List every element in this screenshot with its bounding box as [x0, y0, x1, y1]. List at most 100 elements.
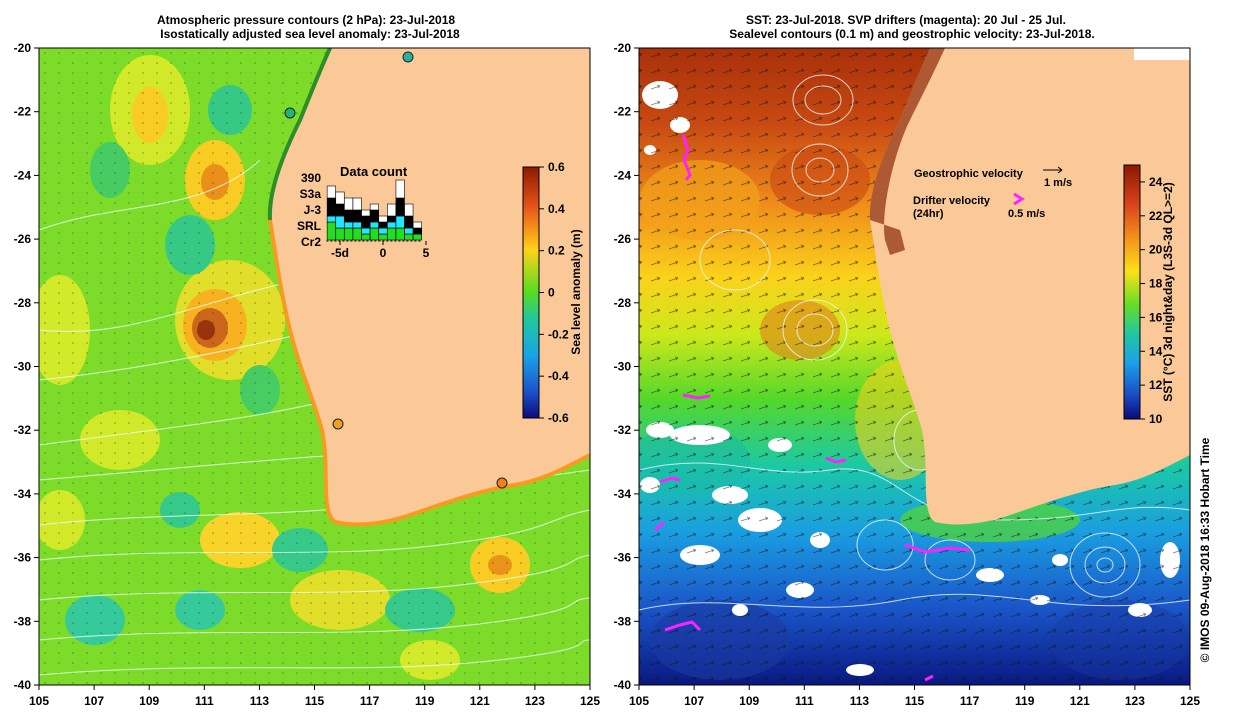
- drifter-scale-label: 0.5 m/s: [1008, 208, 1045, 220]
- x-tick-label: 119: [1015, 694, 1035, 708]
- inset-bar-s3a: [352, 197, 362, 211]
- y-tick-label: -28: [14, 296, 32, 310]
- x-tick-label: 115: [305, 694, 325, 708]
- left-title-line2: Isostatically adjusted sea level anomaly…: [160, 27, 460, 41]
- y-tick-label: -38: [14, 614, 32, 628]
- right-panel: SST: 23-Jul-2018. SVP drifters (magenta)…: [614, 13, 1201, 708]
- inset-bar-s3a: [378, 215, 388, 223]
- inset-bar-j3: [378, 221, 388, 229]
- inset-bar-s3a: [395, 179, 405, 199]
- inset-bar-cr2: [387, 227, 397, 241]
- inset-bar-srl: [326, 215, 336, 223]
- x-tick-label: 117: [960, 694, 980, 708]
- geo-velocity-label: Geostrophic velocity: [914, 168, 1024, 180]
- colorbar-tick-label: -0.6: [548, 411, 569, 425]
- x-tick-label: 111: [795, 694, 814, 708]
- y-tick-label: -32: [614, 423, 632, 437]
- left-y-ticks: -20 -22 -24 -26 -28 -30 -32 -34 -36 -38 -40: [14, 41, 39, 692]
- y-tick-label: -34: [614, 487, 632, 501]
- credit-text: © IMOS 09-Aug-2018 16:33 Hobart Time: [1198, 437, 1212, 662]
- geo-scale-arrow: [1043, 166, 1063, 174]
- inset-title: Data count: [340, 164, 408, 179]
- colorbar-tick-label: 0.6: [548, 160, 565, 174]
- inset-bar-j3: [369, 209, 379, 223]
- inset-bar-cr2: [326, 221, 336, 241]
- drifter-velocity-label: Drifter velocity: [913, 195, 991, 207]
- inset-legend-entry: SRL: [297, 219, 321, 233]
- sla-map: [39, 48, 590, 685]
- y-tick-label: -36: [14, 551, 32, 565]
- inset-legend-entry: Cr2: [301, 235, 321, 249]
- inset-bar-s3a: [326, 185, 336, 199]
- sst-colorbar: [1123, 164, 1141, 420]
- x-tick-label: 121: [1070, 694, 1090, 708]
- sst-land: [869, 48, 1190, 525]
- y-tick-label: -26: [614, 232, 632, 246]
- colorbar-tick-label: 16: [1149, 310, 1163, 324]
- sla-colorbar: [522, 166, 540, 419]
- sla-colorbar-ticks: 0.6 0.4 0.2 0 -0.2 -0.4 -0.6: [539, 160, 569, 425]
- y-tick-label: -30: [14, 360, 32, 374]
- colorbar-tick-label: 20: [1149, 243, 1163, 257]
- inset-bars: [326, 179, 423, 242]
- x-tick-label: 107: [684, 694, 704, 708]
- sla-colorbar-label: Sea level anomaly (m): [569, 229, 583, 354]
- x-tick-label: 123: [525, 694, 545, 708]
- inset-bar-srl: [369, 221, 379, 229]
- inset-bar-s3a: [369, 203, 379, 211]
- right-y-ticks: -20 -22 -24 -26 -28 -30 -32 -34 -36 -38 -40: [614, 41, 639, 692]
- inset-bar-s3a: [344, 197, 354, 211]
- y-tick-label: -32: [14, 423, 32, 437]
- y-tick-label: -34: [14, 487, 32, 501]
- y-tick-label: -24: [614, 168, 632, 182]
- inset-bar-cr2: [361, 233, 371, 241]
- colorbar-tick-label: 0.4: [548, 202, 565, 216]
- colorbar-tick-label: 0: [548, 286, 555, 300]
- inset-bar-srl: [395, 215, 405, 229]
- inset-bar-srl: [387, 221, 397, 229]
- y-tick-label: -22: [14, 105, 32, 119]
- left-title-line1: Atmospheric pressure contours (2 hPa): 2…: [157, 13, 455, 27]
- inset-bar-srl: [344, 221, 354, 229]
- colorbar-tick-label: 14: [1149, 344, 1163, 358]
- inset-bar-srl: [361, 227, 371, 235]
- inset-bar-j3: [395, 197, 405, 217]
- sst-map: [639, 48, 1190, 685]
- colorbar-tick-label: -0.4: [548, 369, 569, 383]
- inset-bar-j3: [344, 209, 354, 223]
- inset-bar-j3: [352, 209, 362, 223]
- right-title-line1: SST: 23-Jul-2018. SVP drifters (magenta)…: [746, 13, 1066, 27]
- inset-legend-entry: J-3: [304, 203, 322, 217]
- inset-bar-cr2: [344, 227, 354, 241]
- x-tick-label: 119: [415, 694, 435, 708]
- colorbar-tick-label: 18: [1149, 277, 1163, 291]
- inset-bar-j3: [387, 215, 397, 223]
- x-tick-label: 107: [84, 694, 104, 708]
- inset-tick-label: 0: [380, 246, 387, 260]
- inset-bar-srl: [352, 221, 362, 229]
- inset-tick-label: -5d: [331, 246, 349, 260]
- drifter-tracks: [654, 134, 971, 682]
- sla-coast-green: [267, 48, 332, 221]
- x-tick-label: 109: [139, 694, 159, 708]
- y-tick-label: -40: [614, 678, 632, 692]
- sla-land: [269, 48, 590, 525]
- colorbar-tick-label: -0.2: [548, 327, 569, 341]
- y-tick-label: -30: [614, 360, 632, 374]
- colorbar-tick-label: 22: [1149, 209, 1163, 223]
- y-tick-label: -26: [14, 232, 32, 246]
- y-tick-label: -22: [614, 105, 632, 119]
- x-tick-label: 123: [1125, 694, 1145, 708]
- inset-legend: 390 S3a J-3 SRL Cr2: [297, 171, 321, 249]
- y-tick-label: -20: [614, 41, 632, 55]
- inset-bar-cr2: [335, 227, 345, 241]
- inset-ticks: -5d 0 5: [331, 241, 430, 260]
- inset-bar-cr2: [404, 233, 414, 241]
- colorbar-tick-label: 12: [1149, 378, 1163, 392]
- inset-legend-entry: S3a: [300, 187, 322, 201]
- inset-bar-j3: [361, 215, 371, 229]
- sst-colorbar-label: SST (°C) 3d night&day (L3S-3d QL>=2): [1161, 182, 1175, 402]
- y-tick-label: -36: [614, 551, 632, 565]
- inset-bar-cr2: [412, 233, 422, 241]
